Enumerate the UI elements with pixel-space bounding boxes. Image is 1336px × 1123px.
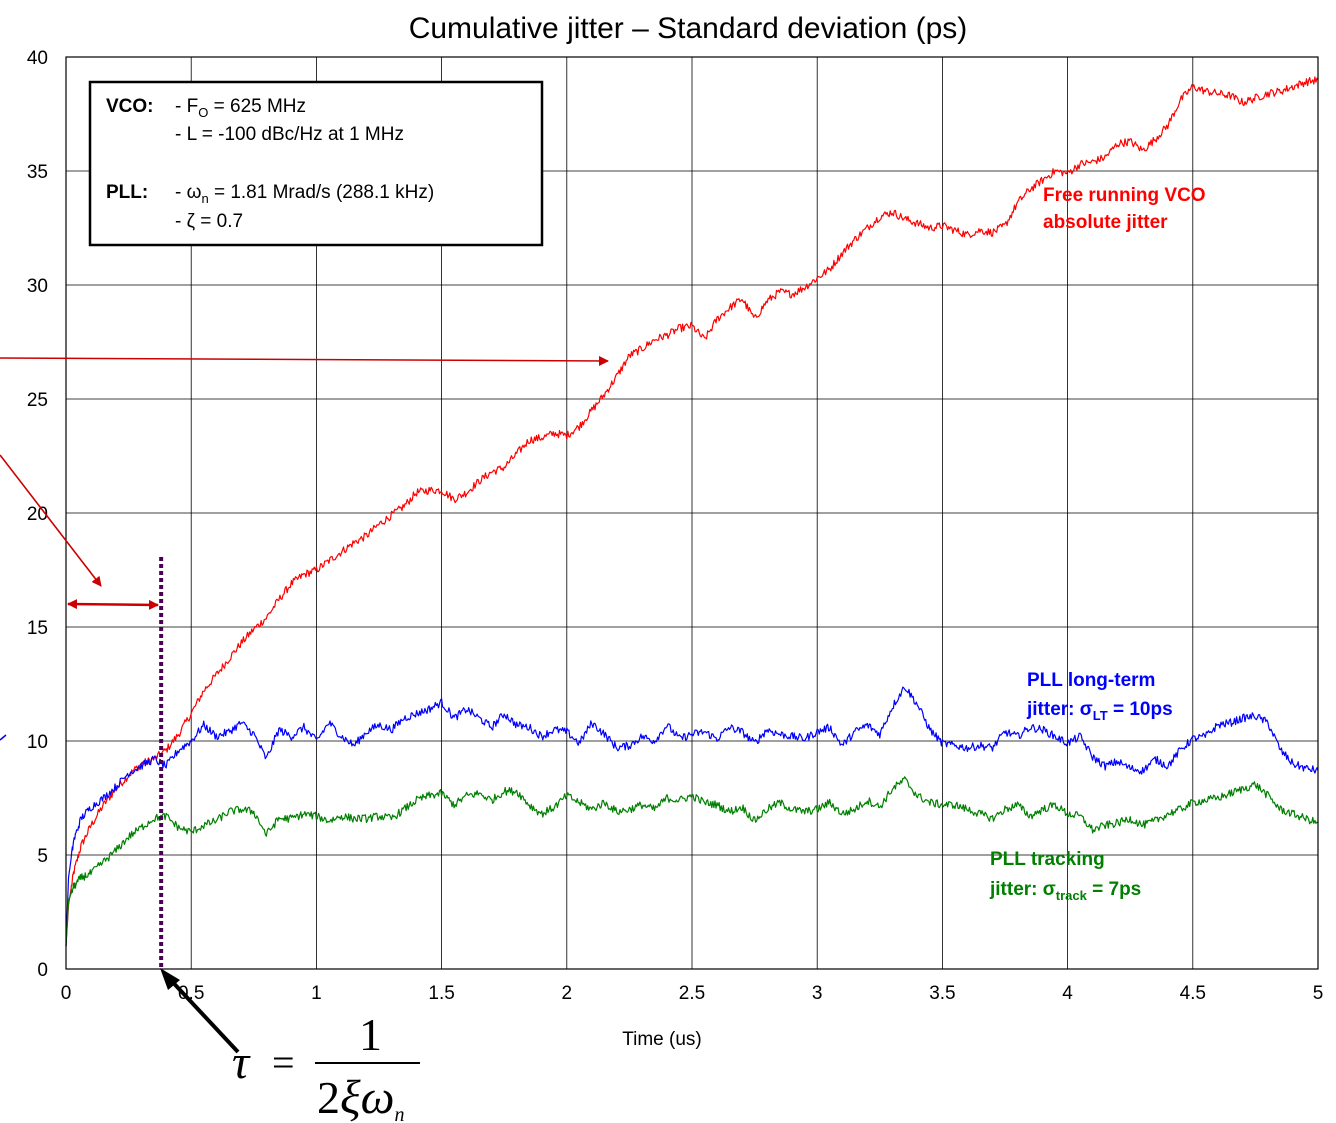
y-tick-label: 25 xyxy=(27,390,48,411)
formula-denominator: 2ξωn xyxy=(317,1071,404,1123)
pointer-arrow-vco xyxy=(0,355,609,366)
vco-label: VCO: xyxy=(106,96,154,117)
pll-label: PLL: xyxy=(106,182,148,203)
x-tick-label: 2.5 xyxy=(679,983,705,1004)
vco-jitter-line xyxy=(65,76,1319,947)
formula-equals: = xyxy=(272,1040,295,1085)
series-lines xyxy=(65,76,1319,947)
pll-natural-frequency: - ωn = 1.81 Mrad/s (288.1 kHz) xyxy=(175,182,434,206)
x-tick-label: 2 xyxy=(562,983,573,1004)
y-tick-label: 0 xyxy=(37,960,48,981)
tracking-jitter-line xyxy=(65,776,1319,947)
x-axis-label: Time (us) xyxy=(622,1029,702,1050)
formula-arrow-shaft xyxy=(164,973,240,1054)
x-tick-label: 4.5 xyxy=(1180,983,1206,1004)
formula-tau: τ xyxy=(232,1036,251,1089)
tick-labels: 0 0.5 1 1.5 2 2.5 3 3.5 4 4.5 5 0 5 10 15 20 25 30 35 40 xyxy=(27,48,1323,1004)
long-term-series-label-2: jitter: σLT = 10ps xyxy=(1026,699,1173,723)
y-tick-label: 20 xyxy=(27,504,48,525)
y-tick-label: 35 xyxy=(27,162,48,183)
x-tick-label: 4 xyxy=(1062,983,1073,1004)
long-term-jitter-line xyxy=(65,686,1319,947)
tracking-series-label-1: PLL tracking xyxy=(990,849,1105,870)
plot-frame xyxy=(65,56,1319,970)
x-tick-label: 0.5 xyxy=(178,983,204,1004)
pointer-arrow-tau xyxy=(0,454,102,587)
parameter-box-frame xyxy=(88,80,544,247)
x-tick-label: 1 xyxy=(311,983,322,1004)
x-tick-label: 3 xyxy=(812,983,823,1004)
blue-edge-mark xyxy=(0,734,7,741)
tau-span-arrow xyxy=(67,599,159,610)
vco-series-label-2: absolute jitter xyxy=(1043,212,1168,233)
y-tick-label: 10 xyxy=(27,732,48,753)
formula-numerator: 1 xyxy=(359,1009,382,1060)
y-tick-label: 5 xyxy=(37,846,48,867)
y-tick-label: 40 xyxy=(27,48,48,69)
vco-frequency: - FO = 625 MHz xyxy=(175,96,306,120)
vco-series-label-1: Free running VCO xyxy=(1043,185,1206,206)
tau-formula: τ = 1 2ξωn xyxy=(232,1009,420,1123)
long-term-series-label-1: PLL long-term xyxy=(1027,670,1155,691)
chart-title: Cumulative jitter – Standard deviation (… xyxy=(409,12,968,45)
x-tick-label: 5 xyxy=(1313,983,1324,1004)
x-tick-label: 1.5 xyxy=(428,983,454,1004)
y-tick-label: 15 xyxy=(27,618,48,639)
x-tick-label: 0 xyxy=(61,983,72,1004)
tracking-series-label-2: jitter: σtrack = 7ps xyxy=(989,879,1141,903)
pll-damping: - ζ = 0.7 xyxy=(175,211,243,232)
y-tick-label: 30 xyxy=(27,276,48,297)
vco-phase-noise: - L = -100 dBc/Hz at 1 MHz xyxy=(175,124,404,145)
formula-arrow-head xyxy=(160,968,180,990)
parameter-box: VCO: - FO = 625 MHz - L = -100 dBc/Hz at… xyxy=(88,80,544,247)
x-tick-label: 3.5 xyxy=(929,983,955,1004)
